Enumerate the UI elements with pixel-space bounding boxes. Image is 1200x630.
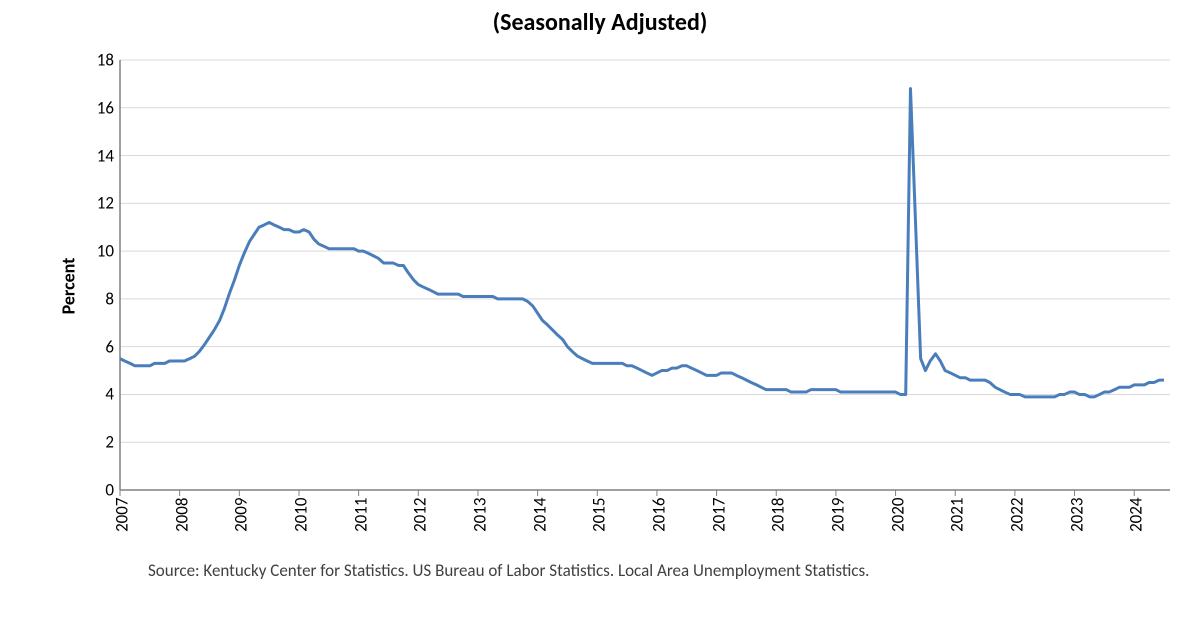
y-tick-label: 12 — [97, 193, 114, 214]
y-tick-label: 14 — [97, 145, 114, 166]
x-tick-label: 2017 — [708, 497, 729, 531]
x-tick-label: 2019 — [827, 497, 848, 531]
plot-area: 0246810121416182007200820092010201120122… — [120, 60, 1170, 490]
x-tick-label: 2011 — [350, 497, 371, 531]
x-tick-label: 2020 — [887, 497, 908, 531]
chart-svg — [120, 60, 1170, 490]
x-tick-label: 2021 — [947, 497, 968, 531]
x-tick-label: 2007 — [112, 497, 133, 531]
x-tick-label: 2018 — [768, 497, 789, 531]
chart-title: (Seasonally Adjusted) — [0, 8, 1200, 37]
x-tick-label: 2016 — [648, 497, 669, 531]
y-tick-label: 8 — [105, 288, 114, 309]
x-tick-label: 2022 — [1006, 497, 1027, 531]
y-tick-label: 16 — [97, 97, 114, 118]
unemployment-line — [120, 89, 1164, 397]
x-tick-label: 2015 — [589, 497, 610, 531]
x-tick-label: 2014 — [529, 497, 550, 531]
x-tick-label: 2009 — [231, 497, 252, 531]
x-tick-label: 2008 — [171, 497, 192, 531]
y-tick-label: 6 — [105, 336, 114, 357]
x-tick-label: 2010 — [290, 497, 311, 531]
y-tick-label: 18 — [97, 50, 114, 71]
x-tick-label: 2024 — [1126, 497, 1147, 531]
x-tick-label: 2023 — [1066, 497, 1087, 531]
x-tick-label: 2013 — [469, 497, 490, 531]
x-tick-label: 2012 — [410, 497, 431, 531]
source-note: Source: Kentucky Center for Statistics. … — [148, 560, 968, 581]
y-tick-label: 2 — [105, 432, 114, 453]
y-axis-label: Percent — [57, 258, 79, 315]
y-tick-label: 4 — [105, 384, 114, 405]
y-tick-label: 10 — [97, 241, 114, 262]
